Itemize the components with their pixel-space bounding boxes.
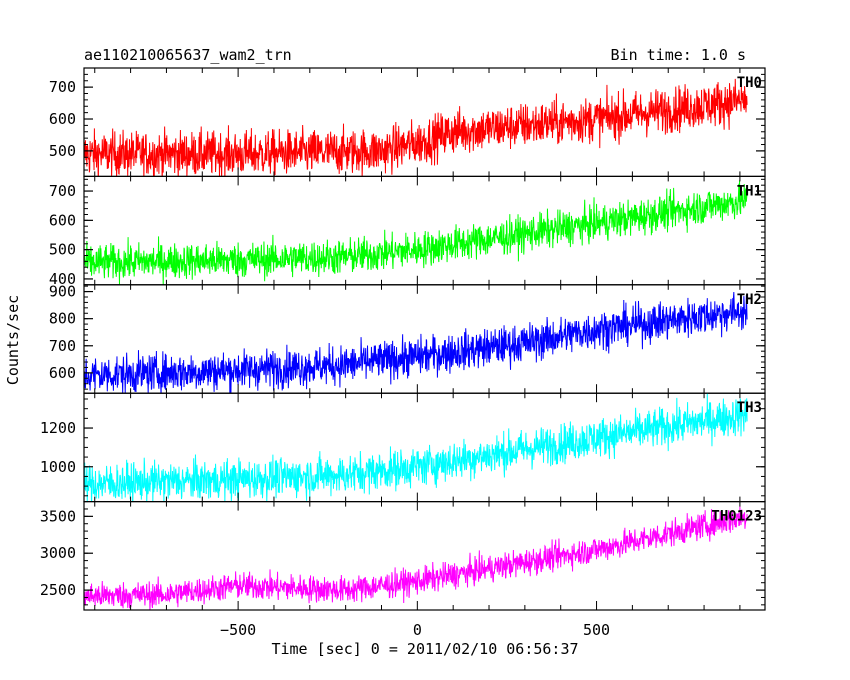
- panel-th0123: 2500 3000 3500 TH0123: [40, 501, 766, 611]
- y-tick-label: 3500: [40, 507, 76, 525]
- y-tick-label: 500: [49, 142, 76, 160]
- panel-name: TH3: [737, 400, 762, 416]
- y-tick-label: 3000: [40, 544, 76, 562]
- panel-th3: 1000 1200 TH3: [40, 392, 766, 503]
- panel-name: TH1: [737, 183, 762, 199]
- panels: 500 600 700 TH0 400 500 600 700 TH1 600 700 800 900 T…: [40, 67, 766, 639]
- y-tick-label: 700: [49, 337, 76, 355]
- panel-th1: 400 500 600 700 TH1: [49, 175, 766, 288]
- x-tick-label: −500: [220, 621, 256, 639]
- y-tick-label: 600: [49, 211, 76, 229]
- x-tick-label: 500: [583, 621, 610, 639]
- panel-name: TH2: [737, 292, 762, 308]
- y-tick-label: 600: [49, 364, 76, 382]
- series-th0: [84, 78, 748, 177]
- series-th2: [84, 291, 748, 394]
- y-tick-label: 1000: [40, 458, 76, 476]
- y-tick-label: 700: [49, 182, 76, 200]
- y-tick-label: 900: [49, 283, 76, 301]
- x-axis-label: Time [sec] 0 = 2011/02/10 06:56:37: [271, 640, 578, 658]
- y-axis-label: Counts/sec: [4, 295, 22, 385]
- panel-name: TH0: [737, 75, 762, 91]
- panel-name: TH0123: [711, 509, 762, 525]
- y-tick-label: 400: [49, 270, 76, 288]
- series-th1: [84, 180, 748, 285]
- panel-frame: [83, 501, 766, 611]
- y-tick-label: 1200: [40, 419, 76, 437]
- panel-th0: 500 600 700 TH0: [49, 67, 766, 178]
- series-th0123: [84, 506, 748, 611]
- series-th3: [84, 393, 748, 502]
- y-tick-label: 500: [49, 241, 76, 259]
- panel-th2: 600 700 800 900 TH2: [49, 283, 766, 394]
- y-tick-label: 2500: [40, 581, 76, 599]
- chart-title: ae110210065637_wam2_trn: [84, 46, 292, 64]
- y-tick-label: 700: [49, 78, 76, 96]
- x-tick-label: 0: [413, 621, 422, 639]
- y-tick-label: 600: [49, 110, 76, 128]
- y-tick-label: 800: [49, 310, 76, 328]
- bin-time-label: Bin time: 1.0 s: [611, 46, 746, 64]
